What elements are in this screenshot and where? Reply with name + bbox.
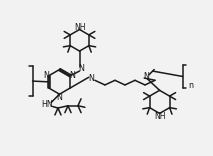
Text: N: N: [88, 74, 94, 83]
Text: NH: NH: [154, 112, 165, 121]
Text: N: N: [44, 71, 49, 80]
Text: N: N: [69, 71, 75, 80]
Text: N: N: [57, 93, 62, 102]
Text: N: N: [78, 64, 84, 73]
Text: NH: NH: [74, 23, 85, 32]
Text: HN: HN: [41, 100, 53, 110]
Text: N: N: [144, 72, 150, 81]
Text: n: n: [188, 81, 193, 90]
